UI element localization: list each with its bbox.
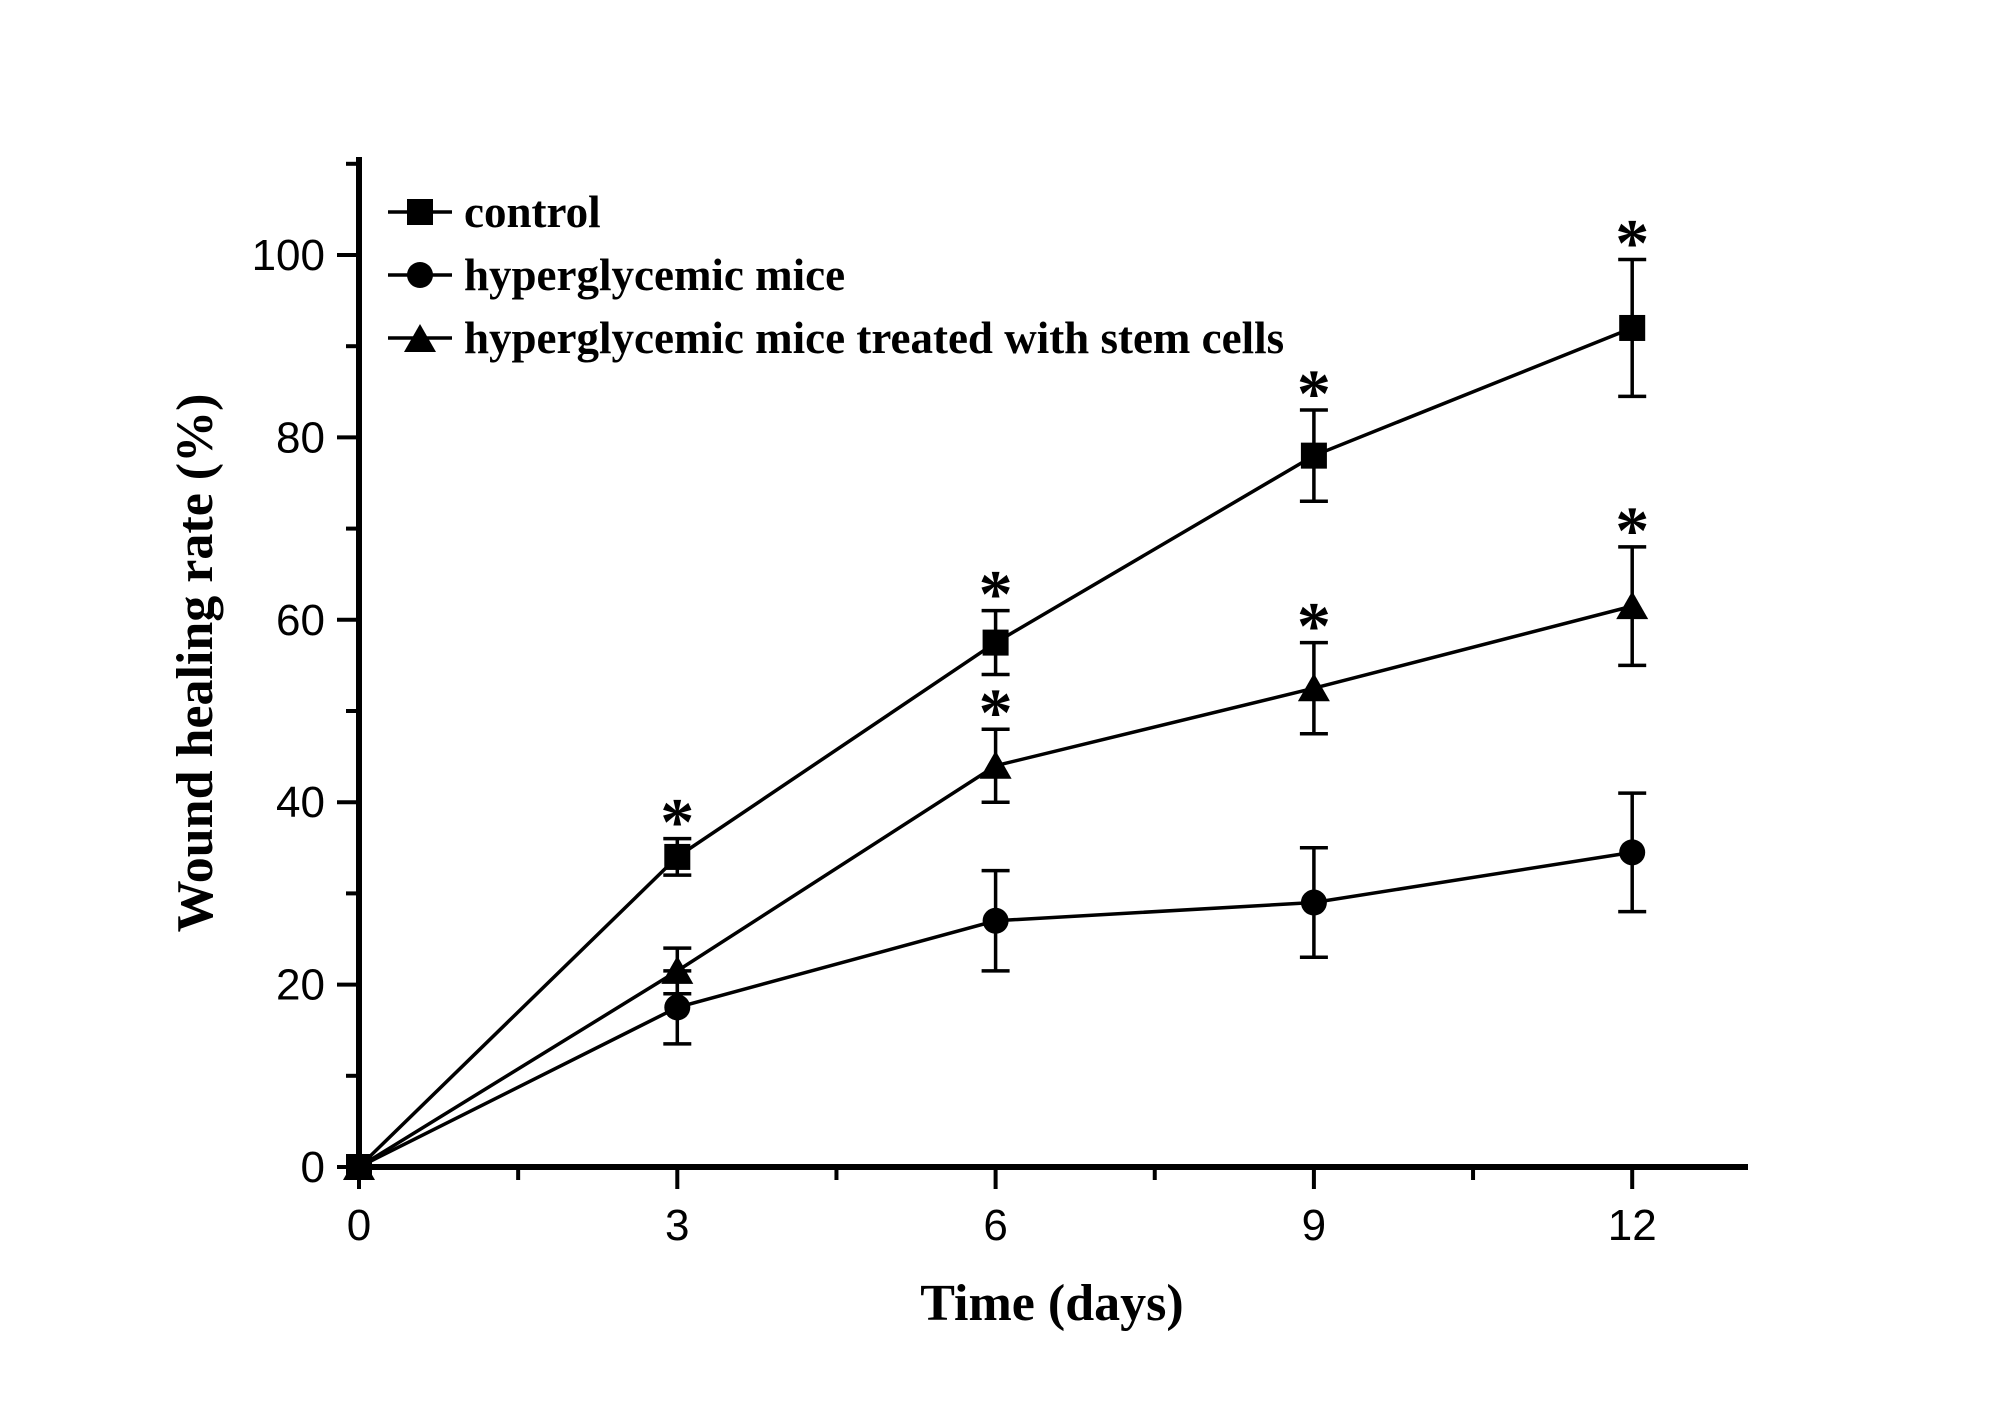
square-marker <box>664 843 691 870</box>
triangle-marker <box>343 1152 375 1180</box>
significance-asterisk: * <box>979 674 1013 750</box>
legend-label-hyperglycemic: hyperglycemic mice <box>464 250 845 300</box>
significance-asterisk: * <box>1615 492 1649 568</box>
circle-marker <box>1300 889 1327 916</box>
x-tick-label: 6 <box>983 1201 1007 1250</box>
legend-item-treated: hyperglycemic mice treated with stem cel… <box>388 313 1284 363</box>
triangle-marker-icon <box>404 324 436 352</box>
significance-asterisk: * <box>979 556 1013 632</box>
x-tick-label: 0 <box>347 1201 371 1250</box>
triangle-marker <box>1616 591 1649 620</box>
y-tick-label: 100 <box>252 231 325 280</box>
legend: control hyperglycemic mice hyperglycemic… <box>388 187 1284 363</box>
x-tick-label: 3 <box>665 1201 689 1250</box>
circle-marker-icon <box>407 262 433 288</box>
y-tick-label: 80 <box>276 413 325 462</box>
circle-marker <box>982 907 1009 934</box>
series-square: * * * * <box>346 205 1649 1180</box>
x-axis-title: Time (days) <box>920 1275 1183 1332</box>
y-tick-label: 40 <box>276 778 325 827</box>
square-marker-icon <box>407 199 433 225</box>
square-marker <box>982 629 1009 656</box>
significance-asterisk: * <box>1615 205 1649 281</box>
triangle-marker <box>661 955 694 984</box>
y-tick-label: 60 <box>276 596 325 645</box>
y-tick-label: 0 <box>301 1143 325 1192</box>
significance-asterisk: * <box>1297 588 1331 664</box>
legend-item-control: control <box>388 187 601 237</box>
x-tick-label: 12 <box>1608 1201 1657 1250</box>
series-layer: * * * * * * * <box>343 205 1649 1180</box>
triangle-marker <box>979 750 1012 779</box>
circle-marker <box>664 994 691 1021</box>
legend-item-hyperglycemic: hyperglycemic mice <box>388 250 845 300</box>
significance-asterisk: * <box>1297 355 1331 431</box>
square-marker <box>1300 442 1327 469</box>
square-marker <box>1619 314 1646 341</box>
series-triangle: * * * <box>343 492 1649 1180</box>
y-tick-label: 20 <box>276 961 325 1010</box>
significance-asterisk: * <box>660 784 694 860</box>
y-axis-title: Wound healing rate (%) <box>167 394 224 933</box>
legend-label-control: control <box>464 187 601 237</box>
triangle-marker <box>1297 673 1330 702</box>
x-tick-label: 9 <box>1302 1201 1326 1250</box>
circle-marker <box>1619 839 1646 866</box>
legend-label-treated: hyperglycemic mice treated with stem cel… <box>464 313 1284 363</box>
series-circle <box>346 791 1647 1180</box>
ticks-layer: 0 20 40 60 80 100 0 3 6 9 12 <box>252 161 1657 1250</box>
